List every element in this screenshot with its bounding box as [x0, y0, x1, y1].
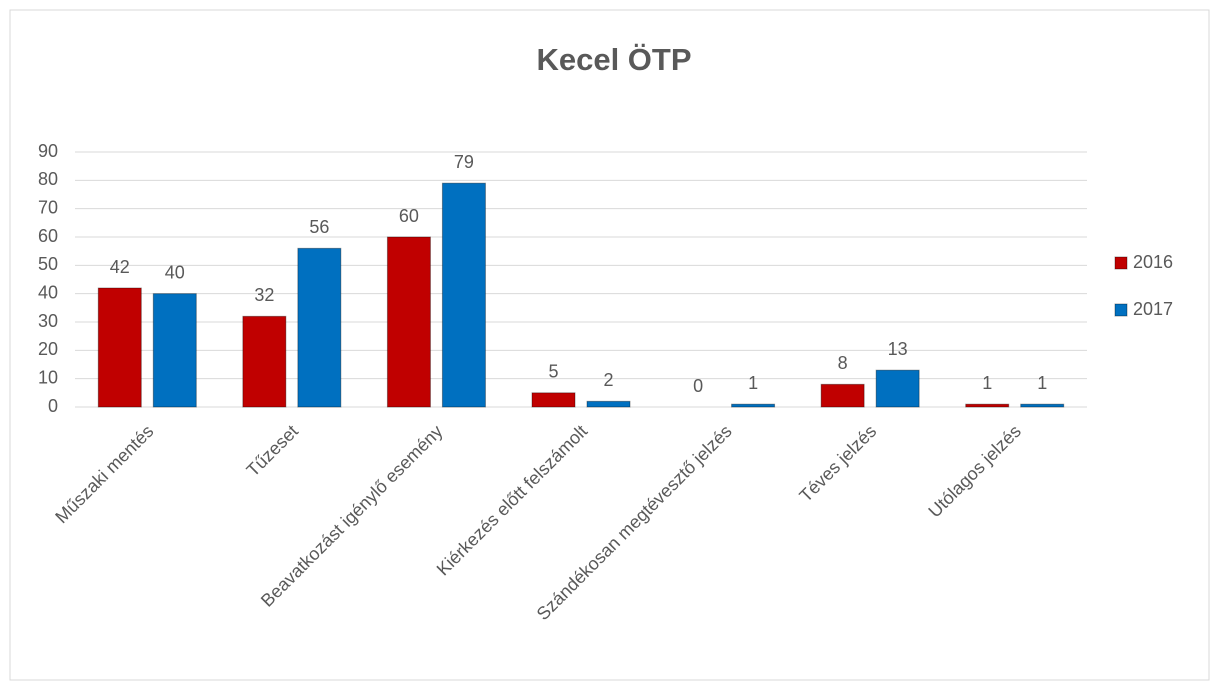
y-tick-label: 60	[38, 226, 58, 246]
bar	[965, 403, 1010, 408]
bar	[1020, 403, 1065, 408]
data-label: 79	[454, 152, 474, 172]
bar	[731, 403, 776, 408]
data-label: 8	[838, 353, 848, 373]
bar	[441, 182, 486, 408]
data-label: 1	[982, 373, 992, 393]
bar	[297, 247, 342, 408]
bar	[386, 236, 431, 408]
bar	[875, 369, 920, 408]
legend-swatch	[1114, 256, 1128, 270]
legend-label: 2016	[1133, 252, 1173, 272]
data-label: 1	[748, 373, 758, 393]
data-label: 42	[110, 257, 130, 277]
data-label: 60	[399, 206, 419, 226]
y-tick-label: 80	[38, 169, 58, 189]
bar	[531, 392, 576, 408]
bar	[820, 383, 865, 408]
y-tick-label: 90	[38, 141, 58, 161]
y-tick-label: 70	[38, 197, 58, 217]
bar	[97, 287, 142, 408]
data-label: 40	[165, 262, 185, 282]
data-label: 1	[1037, 373, 1047, 393]
data-label: 56	[309, 217, 329, 237]
bar	[586, 400, 631, 408]
data-label: 0	[693, 376, 703, 396]
data-label: 5	[548, 362, 558, 382]
data-label: 2	[603, 370, 613, 390]
y-tick-label: 10	[38, 367, 58, 387]
y-tick-label: 50	[38, 254, 58, 274]
y-tick-label: 40	[38, 282, 58, 302]
bar	[242, 315, 287, 408]
legend-label: 2017	[1133, 299, 1173, 319]
y-tick-label: 30	[38, 311, 58, 331]
y-tick-label: 0	[48, 396, 58, 416]
data-label: 13	[888, 339, 908, 359]
bar	[152, 293, 197, 408]
y-tick-label: 20	[38, 339, 58, 359]
legend-swatch	[1114, 303, 1128, 317]
chart-border	[9, 9, 1210, 681]
data-label: 32	[254, 285, 274, 305]
chart-title: Kecel ÖTP	[536, 42, 691, 77]
